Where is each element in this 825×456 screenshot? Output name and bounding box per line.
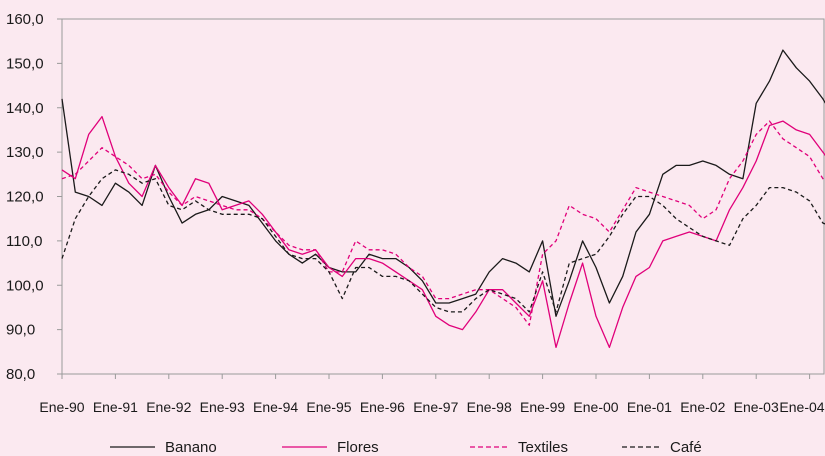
x-tick-label: Ene-02 bbox=[680, 399, 725, 415]
x-axis: Ene-90 Ene-91 Ene-92 Ene-93 Ene-94 Ene-95 Ene-… bbox=[39, 374, 825, 415]
x-tick-label: Ene-95 bbox=[306, 399, 351, 415]
plot-area bbox=[61, 18, 825, 375]
y-tick-label: 110,0 bbox=[6, 233, 42, 250]
series-line-caf bbox=[61, 169, 825, 313]
y-tick-label: 140,0 bbox=[6, 100, 44, 117]
series-line-banano bbox=[61, 49, 825, 317]
x-tick-label: Ene-97 bbox=[413, 399, 458, 415]
y-tick-label: 90,0 bbox=[6, 322, 35, 339]
y-tick-label: 120,0 bbox=[6, 189, 44, 206]
x-tick-label: Ene-93 bbox=[200, 399, 245, 415]
x-tick-label: Ene-91 bbox=[93, 399, 138, 415]
series-lines bbox=[61, 49, 825, 349]
legend: Banano Flores Textiles Café bbox=[110, 439, 702, 456]
x-tick-label: Ene-04 bbox=[779, 399, 824, 415]
x-tick-label: Ene-90 bbox=[39, 399, 84, 415]
legend-label: Flores bbox=[337, 439, 379, 456]
y-tick-label: 130,0 bbox=[6, 144, 44, 161]
legend-label: Café bbox=[670, 439, 702, 456]
x-tick-label: Ene-98 bbox=[467, 399, 512, 415]
series-line-flores bbox=[61, 115, 825, 349]
x-tick-label: Ene-96 bbox=[360, 399, 405, 415]
y-tick-label: 150,0 bbox=[6, 55, 44, 72]
x-tick-label: Ene-94 bbox=[253, 399, 298, 415]
x-tick-label: Ene-99 bbox=[520, 399, 565, 415]
x-tick-label: Ene-92 bbox=[146, 399, 191, 415]
series-line-textiles bbox=[61, 120, 825, 326]
y-tick-label: 160,0 bbox=[6, 11, 44, 28]
x-tick-label: Ene-01 bbox=[627, 399, 672, 415]
y-tick-label: 100,0 bbox=[6, 277, 44, 294]
legend-label: Banano bbox=[165, 439, 217, 456]
y-axis: 160,0 150,0 140,0 130,0 120,0 110,0 100,0 90,0 8… bbox=[6, 11, 62, 383]
x-tick-label: Ene-00 bbox=[573, 399, 618, 415]
x-tick-label: Ene-03 bbox=[734, 399, 779, 415]
legend-label: Textiles bbox=[518, 439, 568, 456]
y-tick-label: 80,0 bbox=[6, 366, 35, 383]
